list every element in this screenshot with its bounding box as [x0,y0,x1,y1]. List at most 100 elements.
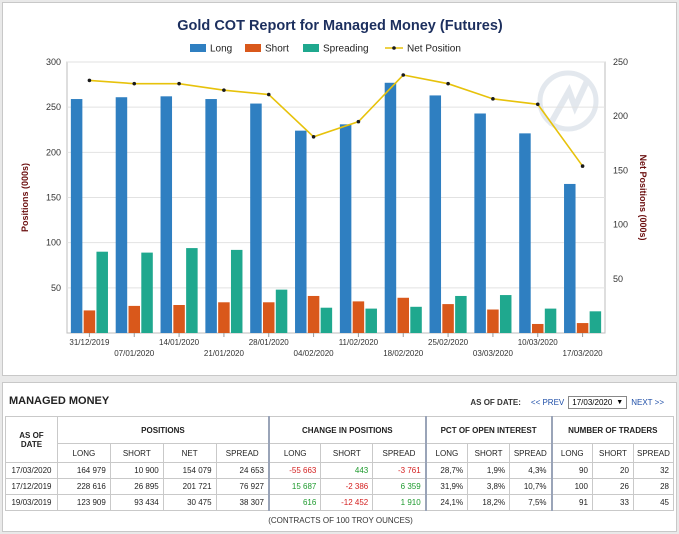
y2-tick-label: 50 [613,274,623,284]
table-cell: 228 616 [56,478,111,495]
table-cell: 1,9% [467,462,511,479]
x-tick-label: 21/01/2020 [204,349,245,358]
table-cell: 443 [320,462,374,479]
bar-short [173,304,185,333]
bar-spreading [230,249,243,333]
net-position-point [266,92,271,97]
table-cell: 616 [267,494,322,511]
y2-tick-label: 200 [613,111,628,121]
table-panel: MANAGED MONEY AS OF DATE: << PREV 17/03/… [2,382,677,532]
net-position-point [446,81,450,86]
col-header: NET [162,443,217,463]
legend-label: Net Position [407,44,461,55]
group-header-change: CHANGE IN POSITIONS [267,416,427,444]
x-tick-label: 03/03/2020 [473,349,514,358]
bar-long [564,183,576,333]
col-header: LONG [267,443,322,463]
table-cell: 4,3% [509,462,553,479]
chevron-down-icon: ▼ [616,399,624,406]
bar-long [384,82,397,333]
bar-spreading [589,311,602,333]
bar-short [263,302,275,333]
x-tick-label: 18/02/2020 [383,349,424,358]
bar-long [160,96,173,334]
net-position-point [132,81,137,86]
group-header-traders: NUMBER OF TRADERS [550,416,674,444]
table-cell: -55 663 [267,462,322,479]
table-cell: 24,1% [424,494,469,511]
y-tick-label: 200 [46,147,61,157]
x-tick-label: 31/12/2019 [69,338,110,347]
table-cell: 123 909 [56,494,111,511]
table-cell: 45 [632,494,675,511]
table-cell: 15 687 [267,478,322,495]
table-cell: 32 [632,462,675,479]
net-position-point [580,164,585,168]
as-of-date-bar: AS OF DATE: << PREV 17/03/2020 ▼ NEXT >> [470,396,668,409]
managed-money-title: MANAGED MONEY [9,395,110,407]
net-position-point [401,73,406,77]
date-select[interactable]: 17/03/2020 ▼ [568,396,628,409]
bar-short [397,297,409,333]
bar-spreading [186,248,198,333]
bar-long [519,133,531,333]
bar-spreading [455,295,467,333]
bar-short [218,302,230,333]
table-cell: 26 895 [109,478,164,495]
table-row: 17/03/2020 164 979 10 900 154 079 24 653 -55 … [5,462,675,479]
table-cell: 164 979 [56,462,111,479]
bar-long [205,99,217,333]
bar-long [250,103,262,333]
x-tick-label: 14/01/2020 [159,338,200,347]
bar-short [487,309,499,333]
bar-spreading [275,289,288,333]
table-cell: 201 721 [162,478,217,495]
group-header-positions: POSITIONS [56,416,270,444]
prev-link[interactable]: << PREV [530,398,565,407]
y-tick-label: 150 [46,193,61,203]
bar-spreading [141,252,153,333]
x-tick-label: 25/02/2020 [428,338,469,347]
table-cell: 3,8% [467,478,511,495]
table-cell: 38 307 [215,494,270,511]
as-of-date-label: AS OF DATE: [470,398,521,407]
legend-swatch-point [392,46,396,50]
table-cell: 76 927 [215,478,270,495]
table-cell: 26 [591,478,634,495]
table-row: 19/03/2019 123 909 93 434 30 475 38 307 616 -1… [5,494,675,511]
bar-spreading [499,295,512,333]
bar-long [295,130,307,333]
bar-short [576,323,589,333]
table-cell: 19/03/2019 [5,494,58,511]
bar-spreading [544,308,557,333]
next-link[interactable]: NEXT >> [631,398,664,407]
y-tick-label: 250 [46,102,61,112]
table-cell: 6 359 [372,478,427,495]
x-tick-label: 28/01/2020 [249,338,290,347]
cot-chart: 50 100 150 200 250 300 50 100 150 200 250 31/12/201… [20,18,648,358]
table-cell: 17/03/2020 [5,462,58,479]
table-row: 17/12/2019 228 616 26 895 201 721 76 927 15 6… [5,478,675,495]
legend-label: Spreading [323,44,369,55]
net-position-point [177,81,181,86]
table-cell: 20 [591,462,634,479]
net-position-point [87,78,92,83]
table-cell: 1 910 [372,494,427,511]
x-tick-label: 04/02/2020 [294,349,335,358]
chart-title: Gold COT Report for Managed Money (Futur… [177,18,503,34]
table-cell: 10,7% [509,478,553,495]
legend-swatch [245,44,261,52]
bar-spreading [365,308,377,333]
y-tick-label: 50 [51,283,61,293]
col-header: SHORT [591,443,634,463]
bar-spreading [320,307,333,333]
table-cell: -3 761 [372,462,427,479]
legend-swatch [303,44,319,52]
cot-table: AS OF DATE POSITIONS CHANGE IN POSITIONS… [5,416,675,511]
x-tick-label: 10/03/2020 [518,338,559,347]
net-position-point [535,102,540,107]
table-cell: 18,2% [467,494,511,511]
watermark-logo [537,70,599,132]
bar-long [429,95,442,333]
y2-tick-label: 250 [613,57,628,67]
